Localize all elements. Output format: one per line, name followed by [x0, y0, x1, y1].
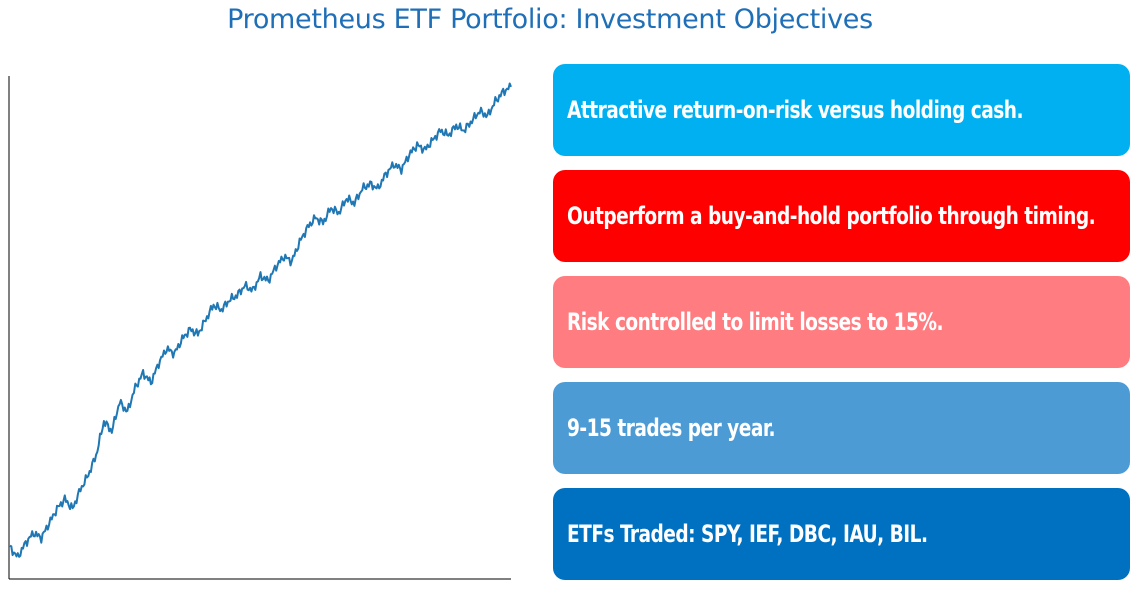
series-line-0 — [9, 82, 512, 558]
objective-label: Outperform a buy-and-hold portfolio thro… — [567, 202, 1096, 230]
objective-label: ETFs Traded: SPY, IEF, DBC, IAU, BIL. — [567, 520, 928, 548]
objective-label: 9-15 trades per year. — [567, 414, 776, 442]
objective-label: Attractive return-on-risk versus holding… — [567, 96, 1024, 124]
objective-label: Risk controlled to limit losses to 15%. — [567, 308, 944, 336]
objective-box-risk-control: Risk controlled to limit losses to 15%. — [553, 276, 1130, 368]
equity-curve-chart — [8, 76, 512, 580]
objectives-list: Attractive return-on-risk versus holding… — [553, 64, 1130, 594]
series-layer — [9, 82, 512, 558]
objective-box-return-on-risk: Attractive return-on-risk versus holding… — [553, 64, 1130, 156]
page-title: Prometheus ETF Portfolio: Investment Obj… — [227, 4, 873, 35]
objective-box-trades-per-year: 9-15 trades per year. — [553, 382, 1130, 474]
objective-box-outperform: Outperform a buy-and-hold portfolio thro… — [553, 170, 1130, 262]
objective-box-etfs-traded: ETFs Traded: SPY, IEF, DBC, IAU, BIL. — [553, 488, 1130, 580]
